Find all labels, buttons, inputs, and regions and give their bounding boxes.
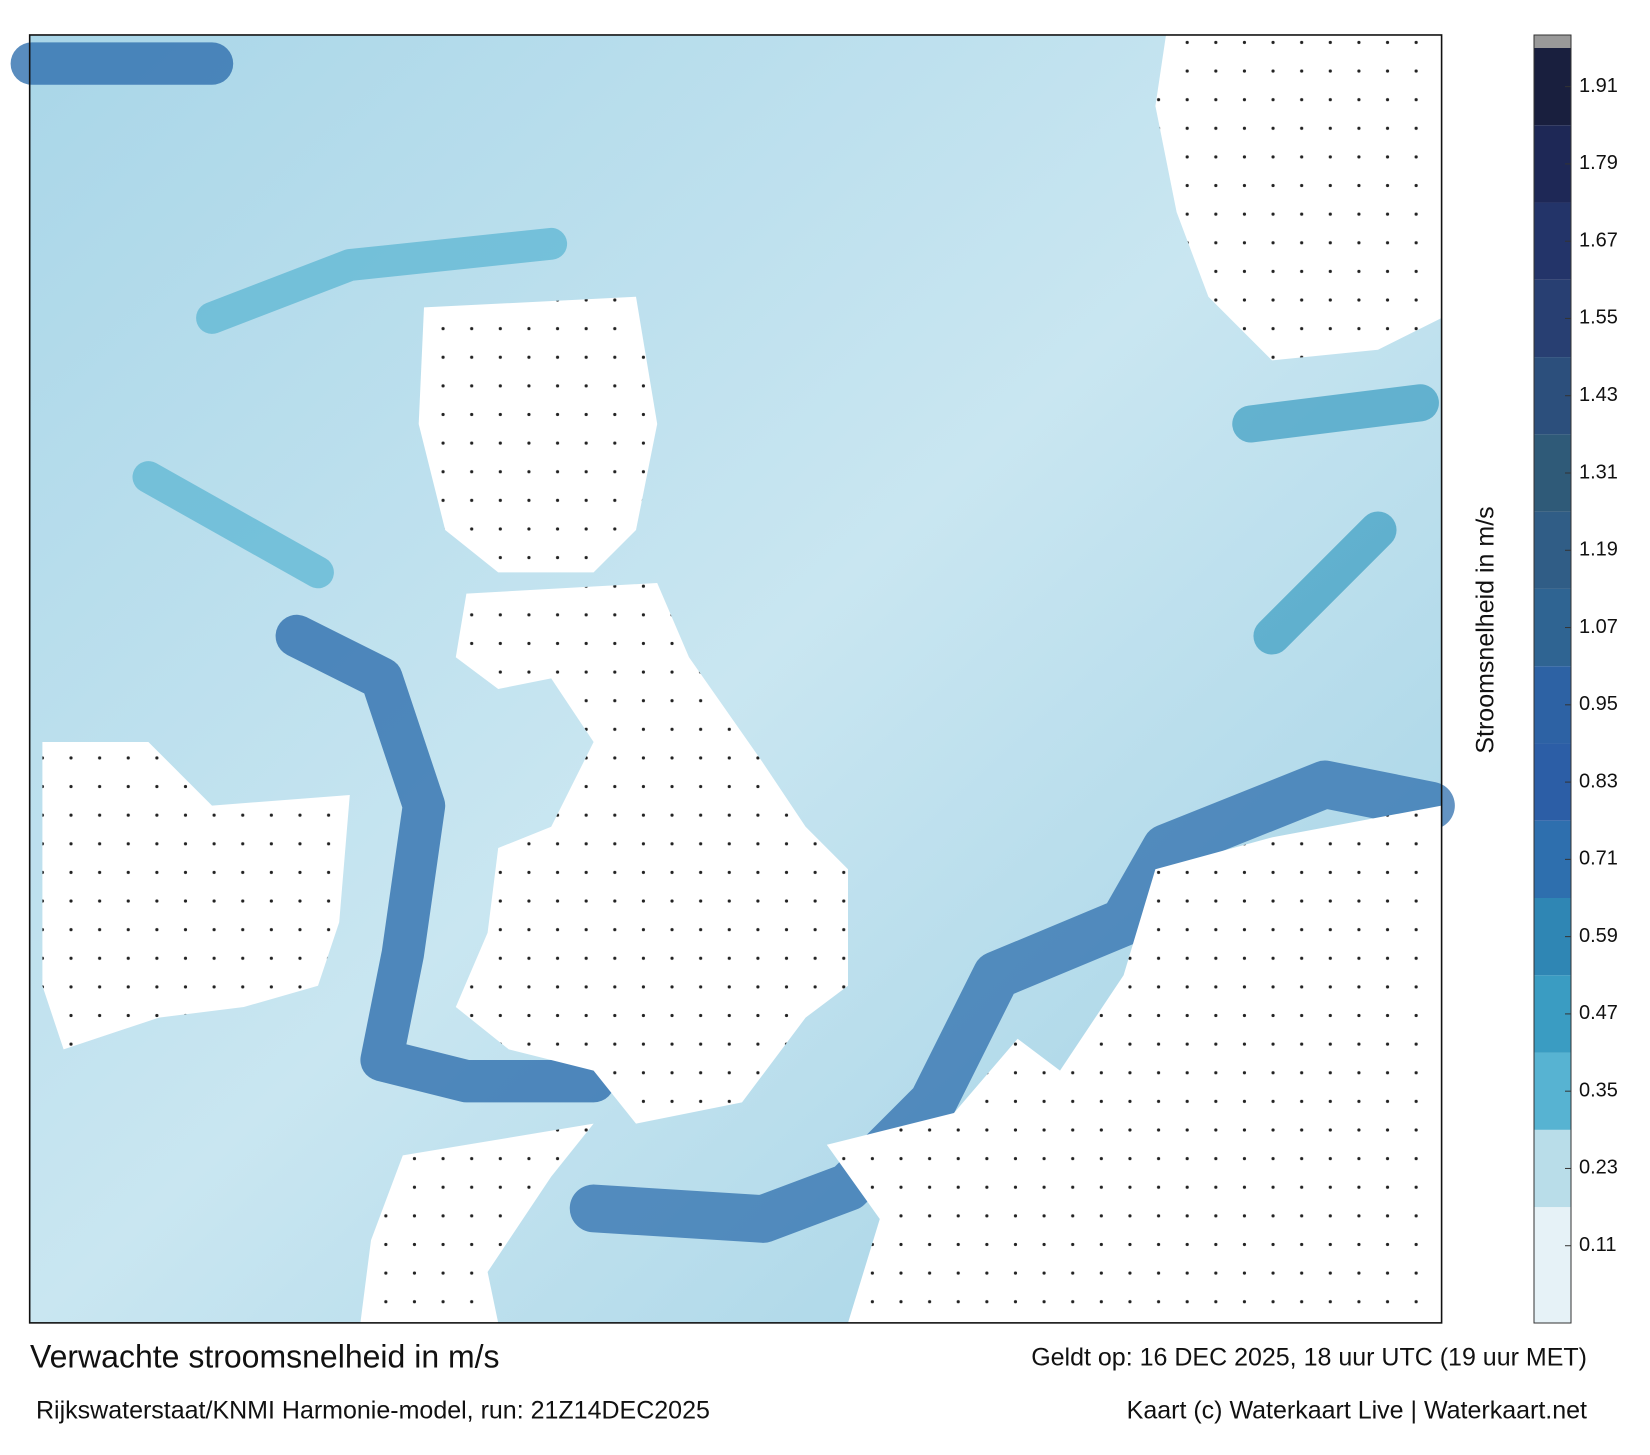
colorbar-label: Stroomsnelheid in m/s — [1472, 506, 1500, 753]
colorbar-band — [1534, 48, 1571, 126]
colorbar-band — [1534, 1129, 1571, 1208]
colorbar-band — [1534, 434, 1571, 512]
colorbar-tick-label: 0.35 — [1579, 1079, 1618, 1101]
title: Verwachte stroomsnelheid in m/s — [30, 1338, 500, 1374]
colorbar-tick-label: 1.67 — [1579, 229, 1618, 251]
colorbar-tick-label: 0.83 — [1579, 770, 1618, 792]
colorbar-tick-label: 0.11 — [1579, 1234, 1616, 1256]
colorbar-band — [1534, 898, 1571, 976]
colorbar-tick-label: 1.55 — [1579, 307, 1618, 329]
valid-time: Geldt op: 16 DEC 2025, 18 uur UTC (19 uu… — [1031, 1344, 1587, 1372]
colorbar-band — [1534, 1052, 1571, 1130]
map-frame — [28, 34, 1443, 1324]
colorbar-band — [1534, 357, 1571, 435]
channels — [10, 42, 1455, 1243]
colorbar-tick-label: 1.79 — [1579, 152, 1618, 174]
subtitle: Rijkswaterstaat/KNMI Harmonie-model, run… — [36, 1397, 710, 1425]
colorbar-band — [1534, 975, 1571, 1053]
colorbar-frame — [1533, 34, 1572, 1324]
land — [42, 34, 1442, 1323]
colorbar-tick-label: 1.07 — [1579, 616, 1618, 638]
colorbar-tick-label: 1.91 — [1579, 75, 1618, 97]
colorbar-tick-label: 1.19 — [1579, 539, 1618, 561]
colorbar-band — [1534, 511, 1571, 589]
colorbar-tick-label: 0.47 — [1579, 1002, 1618, 1024]
colorbar-tick-label: 0.71 — [1579, 848, 1618, 870]
colorbar-tick-label: 0.59 — [1579, 925, 1618, 947]
colorbar-tick-label: 1.31 — [1579, 461, 1618, 483]
colorbar-band — [1534, 743, 1571, 821]
colorbar-tick-label: 1.43 — [1579, 384, 1618, 406]
colorbar-tick-label: 0.23 — [1579, 1157, 1618, 1179]
colorbar-band — [1534, 588, 1571, 667]
map — [10, 34, 1455, 1324]
colorbar-band — [1534, 125, 1571, 203]
colorbar-band — [1534, 279, 1571, 358]
colorbar-band — [1534, 202, 1571, 280]
colorbar-band — [1534, 1207, 1571, 1323]
credit: Kaart (c) Waterkaart Live | Waterkaart.n… — [1127, 1397, 1587, 1425]
colorbar-tick-label: 0.95 — [1579, 693, 1618, 715]
colorbar-band — [1534, 820, 1571, 898]
colorbar-cap — [1534, 35, 1571, 48]
colorbar-band — [1534, 666, 1571, 744]
